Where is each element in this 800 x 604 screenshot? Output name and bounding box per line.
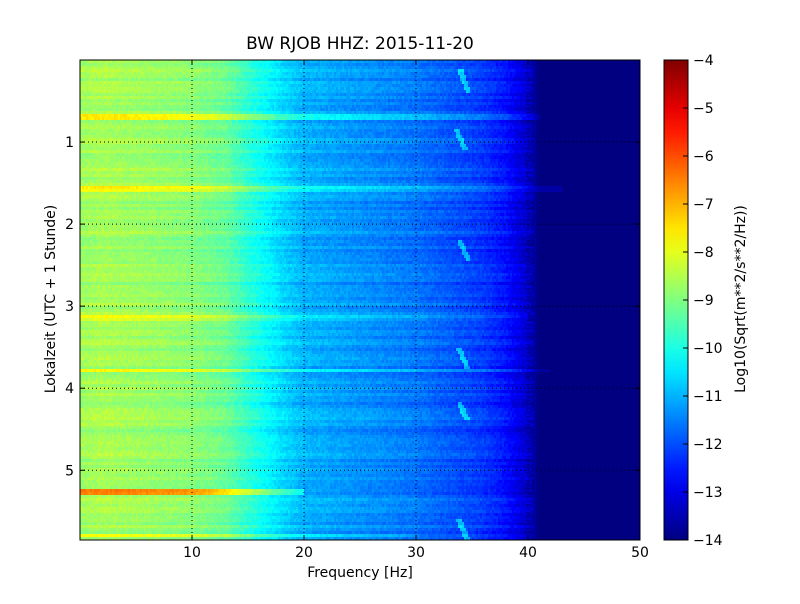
y-tick-label: 2 [65,217,74,233]
colorbar-tick-label: −11 [693,389,723,405]
colorbar-tick-label: −6 [693,149,714,165]
colorbar-tick-label: −14 [693,533,723,549]
colorbar-label: Log10(Sqrt(m**2/s**2/Hz)) [733,205,749,393]
plot-area: 10 20 30 40 50 1 2 3 4 5 [65,59,649,561]
x-axis-label: Frequency [Hz] [307,565,413,581]
colorbar-tick-label: −8 [693,245,714,261]
spectrogram-image [80,60,640,540]
x-tick-label: 50 [631,545,649,561]
y-tick-label: 3 [65,299,74,315]
y-tick-label: 4 [65,381,74,397]
colorbar-tick-label: −9 [693,293,714,309]
x-tick-label: 10 [183,545,201,561]
colorbar: −4 −5 −6 −7 −8 −9 −10 −11 −12 −13 −14 [663,53,723,549]
colorbar-tick-label: −5 [693,101,714,117]
colorbar-tick-label: −10 [693,341,723,357]
chart-title: BW RJOB HHZ: 2015-11-20 [246,34,474,54]
y-tick-label: 1 [65,135,74,151]
y-tick-label: 5 [65,463,74,479]
colorbar-tick-label: −12 [693,437,723,453]
colorbar-tick-label: −13 [693,485,723,501]
x-tick-label: 40 [519,545,537,561]
y-axis-label: Lokalzeit (UTC + 1 Stunde) [43,205,59,394]
x-tick-label: 20 [295,545,313,561]
colorbar-tick-label: −4 [693,53,714,69]
colorbar-tick-label: −7 [693,197,714,213]
x-tick-label: 30 [407,545,425,561]
plot-frame [79,59,641,541]
